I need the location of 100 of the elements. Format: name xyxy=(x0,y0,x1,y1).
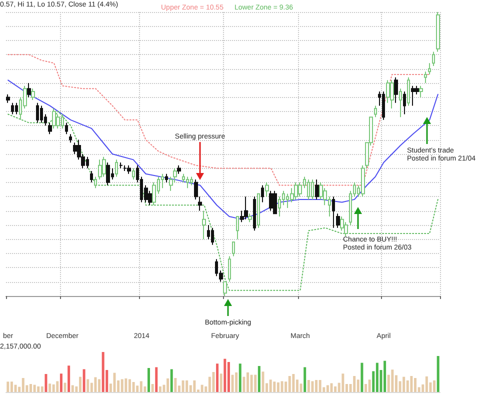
candlestick xyxy=(94,176,97,189)
bar xyxy=(376,362,378,392)
bar xyxy=(56,381,59,392)
bar xyxy=(33,384,36,392)
bar xyxy=(227,362,230,392)
candlestick xyxy=(115,159,118,178)
candlestick xyxy=(211,227,214,246)
candlestick xyxy=(98,159,102,180)
bar xyxy=(128,379,131,392)
candlestick xyxy=(390,80,394,110)
candlestick xyxy=(106,162,110,186)
candlestick xyxy=(248,213,252,223)
bar xyxy=(170,369,173,392)
candlestick xyxy=(374,105,377,118)
bar xyxy=(311,381,314,392)
bar xyxy=(250,374,253,392)
candlestick xyxy=(273,190,277,214)
bar xyxy=(216,364,219,392)
candlestick xyxy=(228,256,231,282)
bar xyxy=(360,362,364,392)
candlestick xyxy=(69,134,72,144)
candlestick xyxy=(332,196,335,228)
bar xyxy=(242,376,246,392)
bar xyxy=(414,378,417,392)
bar xyxy=(186,380,188,392)
bar xyxy=(384,360,386,392)
candlestick xyxy=(52,108,56,129)
bar xyxy=(37,386,40,392)
bar xyxy=(224,358,226,392)
candlestick xyxy=(257,193,260,228)
bar xyxy=(425,376,428,392)
bar xyxy=(433,380,436,392)
bar xyxy=(246,372,249,392)
candlestick xyxy=(424,71,427,84)
bar xyxy=(193,380,196,392)
bar xyxy=(238,364,242,392)
bar xyxy=(22,378,24,392)
bar xyxy=(269,380,272,392)
candlestick xyxy=(127,164,131,174)
bar xyxy=(231,374,234,392)
bar xyxy=(436,356,440,392)
candlestick xyxy=(11,102,14,115)
candlestick xyxy=(311,179,314,200)
bar xyxy=(368,380,371,392)
bar xyxy=(82,369,86,392)
candlestick xyxy=(165,173,168,183)
candlestick xyxy=(190,176,193,186)
candlestick xyxy=(202,210,206,240)
candlestick xyxy=(119,162,123,169)
bar xyxy=(330,383,333,392)
candlestick xyxy=(419,85,423,98)
bar xyxy=(342,374,344,392)
candlestick xyxy=(27,82,31,98)
candlestick xyxy=(265,182,269,198)
bar xyxy=(353,376,356,392)
candlestick xyxy=(261,184,264,203)
candlestick xyxy=(403,91,406,115)
bar xyxy=(235,372,238,392)
bar xyxy=(292,374,295,392)
bar xyxy=(132,382,135,392)
candlestick xyxy=(102,156,106,178)
candlestick xyxy=(294,182,298,200)
candlestick xyxy=(336,213,340,228)
candlestick xyxy=(15,102,18,115)
bar xyxy=(71,385,74,392)
candlestick xyxy=(236,216,239,240)
bar xyxy=(102,352,104,392)
bar xyxy=(326,385,329,392)
candlestick xyxy=(31,88,35,101)
bar xyxy=(155,367,158,392)
bar xyxy=(318,380,322,392)
bar xyxy=(44,374,48,392)
bar xyxy=(334,386,337,392)
candlestick xyxy=(186,176,189,189)
candlestick xyxy=(6,94,10,104)
bar xyxy=(174,378,177,392)
bar xyxy=(10,382,13,392)
bar xyxy=(220,374,222,392)
bar xyxy=(94,377,97,392)
bar xyxy=(29,384,32,392)
candlestick xyxy=(269,190,273,212)
bar xyxy=(68,366,70,392)
bar xyxy=(212,372,215,392)
bar xyxy=(78,376,82,392)
candlestick xyxy=(307,179,310,200)
candlestick xyxy=(40,105,43,124)
candlestick xyxy=(253,196,256,232)
candlestick xyxy=(315,179,319,200)
bar xyxy=(151,384,154,392)
candlestick xyxy=(399,88,402,118)
bar xyxy=(86,379,90,392)
bar xyxy=(410,376,413,392)
bar xyxy=(140,381,142,392)
bar xyxy=(288,376,291,392)
bar xyxy=(158,386,162,392)
bar xyxy=(120,379,124,392)
bar xyxy=(262,372,264,392)
bar xyxy=(315,380,318,392)
candlestick xyxy=(394,76,398,104)
candlestick xyxy=(428,62,431,75)
